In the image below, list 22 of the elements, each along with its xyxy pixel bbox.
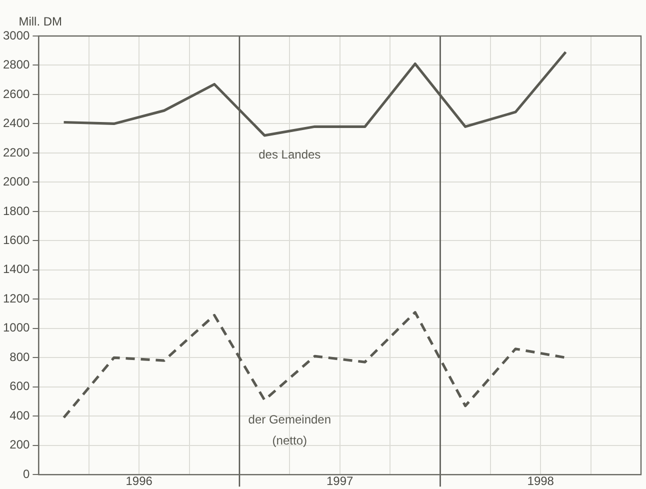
- y-axis-title: Mill. DM: [18, 14, 62, 28]
- y-tick-label: 1200: [2, 291, 30, 306]
- y-tick-label: 3000: [2, 28, 30, 42]
- y-tick-label: 800: [10, 350, 30, 364]
- x-tick-label: 1998: [527, 474, 554, 488]
- y-tick-label: 600: [10, 379, 30, 394]
- y-tick-label: 2600: [2, 86, 30, 101]
- y-tick-label: 1800: [2, 204, 30, 218]
- series-label: der Gemeinden (netto): [248, 412, 332, 448]
- y-tick-label: 2200: [2, 145, 30, 160]
- y-tick-label: 2400: [2, 116, 30, 130]
- y-tick-label: 0: [23, 466, 30, 481]
- y-tick-label: 400: [10, 408, 30, 422]
- y-tick-label: 2000: [2, 174, 30, 189]
- y-tick-label: 1400: [2, 262, 30, 276]
- x-tick-label: 1997: [326, 474, 354, 488]
- y-tick-label: 1000: [2, 320, 30, 335]
- y-tick-label: 2800: [2, 58, 30, 72]
- x-tick-label: 1996: [126, 474, 153, 488]
- series-label: des Landes: [258, 147, 321, 162]
- y-tick-label: 1600: [2, 232, 30, 247]
- y-tick-label: 200: [10, 438, 30, 452]
